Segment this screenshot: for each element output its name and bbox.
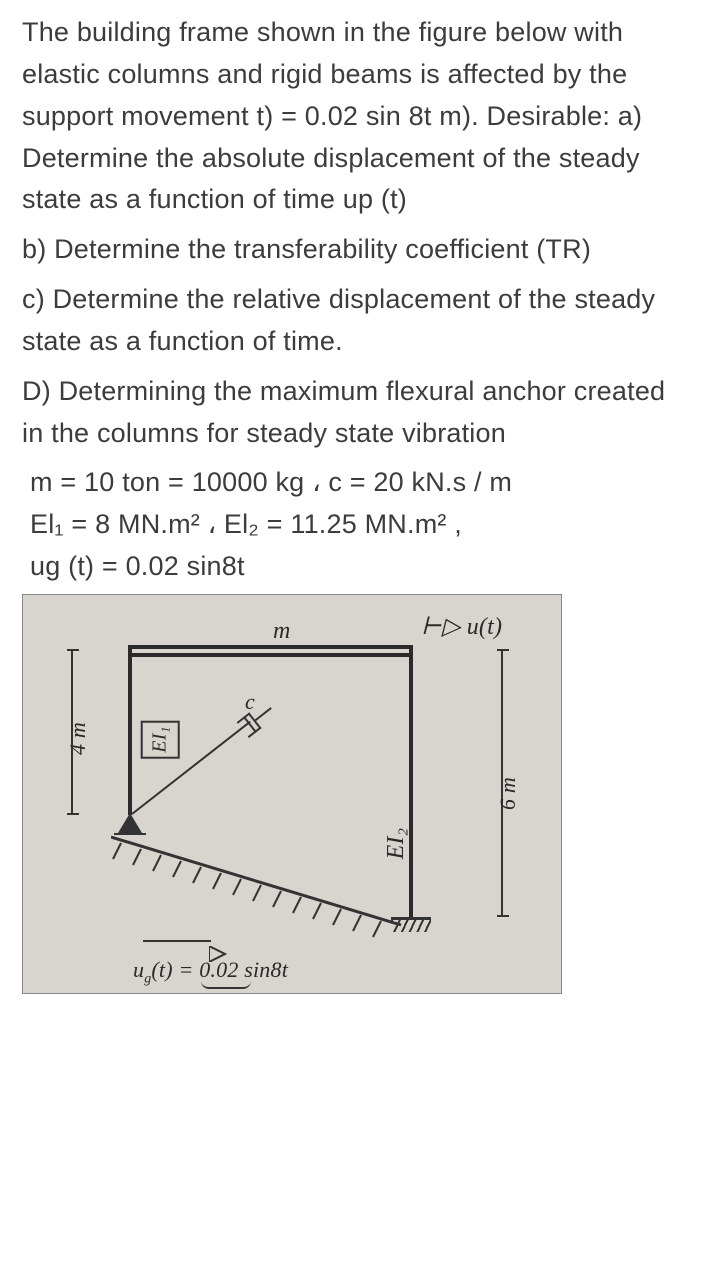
- ei1-label: EI₁: [141, 720, 180, 758]
- param-ug: ug (t) = 0.02 sin8t: [30, 546, 682, 588]
- damper-dashpot: [235, 698, 278, 739]
- problem-paragraph-4: D) Determining the maximum flexural anch…: [22, 371, 682, 455]
- ug-arrow-line: [143, 940, 213, 942]
- rigid-beam-top: [128, 645, 413, 649]
- param-ei: El₁ = 8 MN.m² ، El₂ = 11.25 MN.m² ,: [30, 504, 682, 546]
- ut-label: u(t): [467, 614, 502, 640]
- problem-paragraph-1: The building frame shown in the figure b…: [22, 12, 682, 221]
- left-column: [128, 645, 132, 815]
- problem-paragraph-3: c) Determine the relative displacement o…: [22, 279, 682, 363]
- dim-6m-label: 6 m: [491, 777, 525, 810]
- ut-arrow: ⊢▷ u(t): [421, 609, 502, 646]
- dim-4m-label: 4 m: [61, 722, 95, 755]
- frame-figure: ⊢▷ u(t) m EI₁ EI₂ 4 m 6 m c: [22, 594, 562, 994]
- rigid-beam-bottom: [128, 653, 413, 657]
- sloped-ground: [111, 833, 411, 943]
- left-pin-support: [118, 813, 142, 833]
- problem-paragraph-2: b) Determine the transferability coeffic…: [22, 229, 682, 271]
- param-mass-damping: m = 10 ton = 10000 kg ، c = 20 kN.s / m: [30, 462, 682, 504]
- ug-underline: [201, 981, 251, 989]
